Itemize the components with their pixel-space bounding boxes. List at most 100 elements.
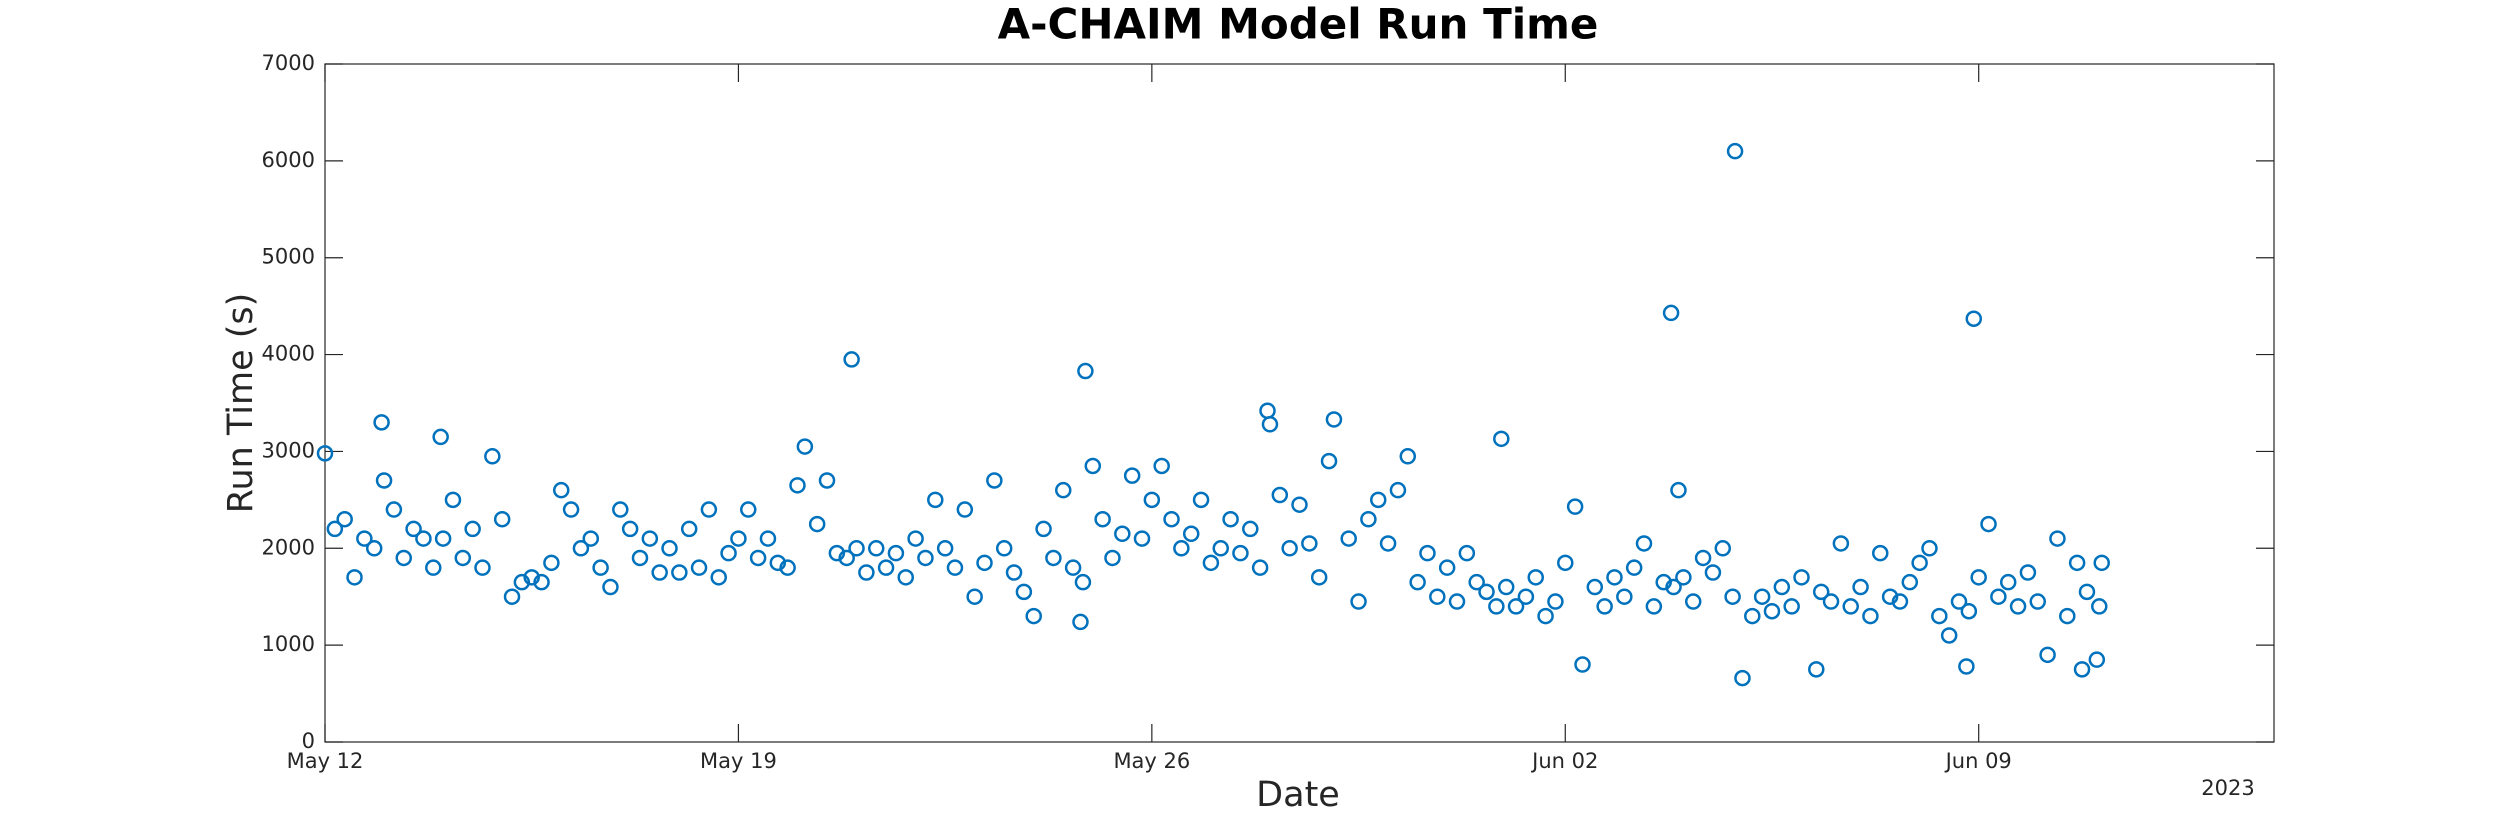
point xyxy=(346,569,363,586)
point xyxy=(1488,598,1505,615)
point xyxy=(1547,593,1564,610)
point xyxy=(2019,564,2037,581)
point xyxy=(2009,598,2027,615)
point xyxy=(1517,588,1535,605)
point xyxy=(927,491,944,509)
point xyxy=(867,540,885,557)
point xyxy=(1586,578,1604,596)
point xyxy=(995,540,1013,557)
point xyxy=(543,554,560,572)
point xyxy=(661,540,678,557)
point xyxy=(2039,646,2056,664)
point xyxy=(1557,554,1574,572)
point xyxy=(1084,457,1102,475)
point xyxy=(1832,535,1850,552)
point xyxy=(373,414,390,431)
point xyxy=(444,491,462,509)
point xyxy=(1960,602,1978,620)
point xyxy=(1301,535,1318,552)
point xyxy=(1478,583,1495,601)
point xyxy=(740,501,757,518)
point xyxy=(1753,588,1771,605)
point xyxy=(1635,535,1653,552)
point xyxy=(690,559,708,576)
point xyxy=(843,351,860,368)
year-label: 2023 xyxy=(2201,776,2254,800)
x-tick-label: Jun 02 xyxy=(1530,749,1598,773)
point xyxy=(1822,593,1840,610)
y-tick-label: 3000 xyxy=(262,438,315,462)
point xyxy=(1694,549,1712,567)
point xyxy=(2049,530,2066,547)
point xyxy=(1872,544,1889,562)
point xyxy=(631,549,649,567)
point xyxy=(2073,661,2091,678)
point xyxy=(621,520,639,538)
point xyxy=(1842,598,1859,615)
point xyxy=(749,549,767,567)
point xyxy=(1104,549,1121,567)
point xyxy=(365,540,383,557)
point xyxy=(1232,544,1249,562)
point xyxy=(1419,544,1436,562)
point xyxy=(1035,520,1052,538)
point xyxy=(1999,573,2017,591)
point xyxy=(1429,588,1446,605)
point xyxy=(1793,569,1810,586)
point xyxy=(572,540,590,557)
y-tick-label: 5000 xyxy=(262,245,315,269)
point xyxy=(796,438,814,455)
point xyxy=(1596,598,1613,615)
point xyxy=(1379,535,1397,552)
point xyxy=(464,520,481,538)
point xyxy=(582,530,600,547)
point xyxy=(1675,569,1692,586)
point xyxy=(1950,593,1968,610)
point xyxy=(1242,520,1259,538)
point xyxy=(1094,510,1111,528)
point xyxy=(434,530,452,547)
point xyxy=(1670,481,1687,499)
point xyxy=(1133,530,1151,547)
point xyxy=(1163,510,1180,528)
point xyxy=(759,530,777,547)
point xyxy=(1625,559,1643,576)
point xyxy=(907,530,924,547)
point xyxy=(1448,593,1466,610)
point xyxy=(1192,491,1210,509)
x-tick-label: May 12 xyxy=(287,749,364,773)
point xyxy=(1911,554,1928,572)
point xyxy=(415,530,432,547)
point xyxy=(720,544,737,562)
point xyxy=(1320,452,1338,470)
point xyxy=(1182,525,1200,543)
point xyxy=(356,530,373,547)
point xyxy=(1980,515,1997,533)
point xyxy=(1271,486,1289,504)
y-tick-label: 6000 xyxy=(262,148,315,172)
point xyxy=(1281,540,1298,557)
point xyxy=(897,569,915,586)
point xyxy=(769,554,787,572)
point xyxy=(1143,491,1161,509)
point xyxy=(808,515,826,533)
y-tick-label: 4000 xyxy=(262,342,315,366)
point xyxy=(454,549,472,567)
point xyxy=(2029,593,2047,610)
point xyxy=(1852,578,1869,596)
point xyxy=(1684,593,1702,610)
point xyxy=(1773,578,1791,596)
point xyxy=(730,530,747,547)
point xyxy=(1310,569,1328,586)
point xyxy=(887,544,905,562)
point xyxy=(612,501,629,518)
x-axis-label: Date xyxy=(1256,775,1340,815)
point xyxy=(1574,656,1591,673)
point xyxy=(1665,578,1682,596)
point xyxy=(2091,598,2108,615)
point xyxy=(316,445,334,462)
point xyxy=(946,559,964,576)
point xyxy=(2059,607,2076,625)
point xyxy=(1468,573,1485,591)
point xyxy=(1862,607,1879,625)
